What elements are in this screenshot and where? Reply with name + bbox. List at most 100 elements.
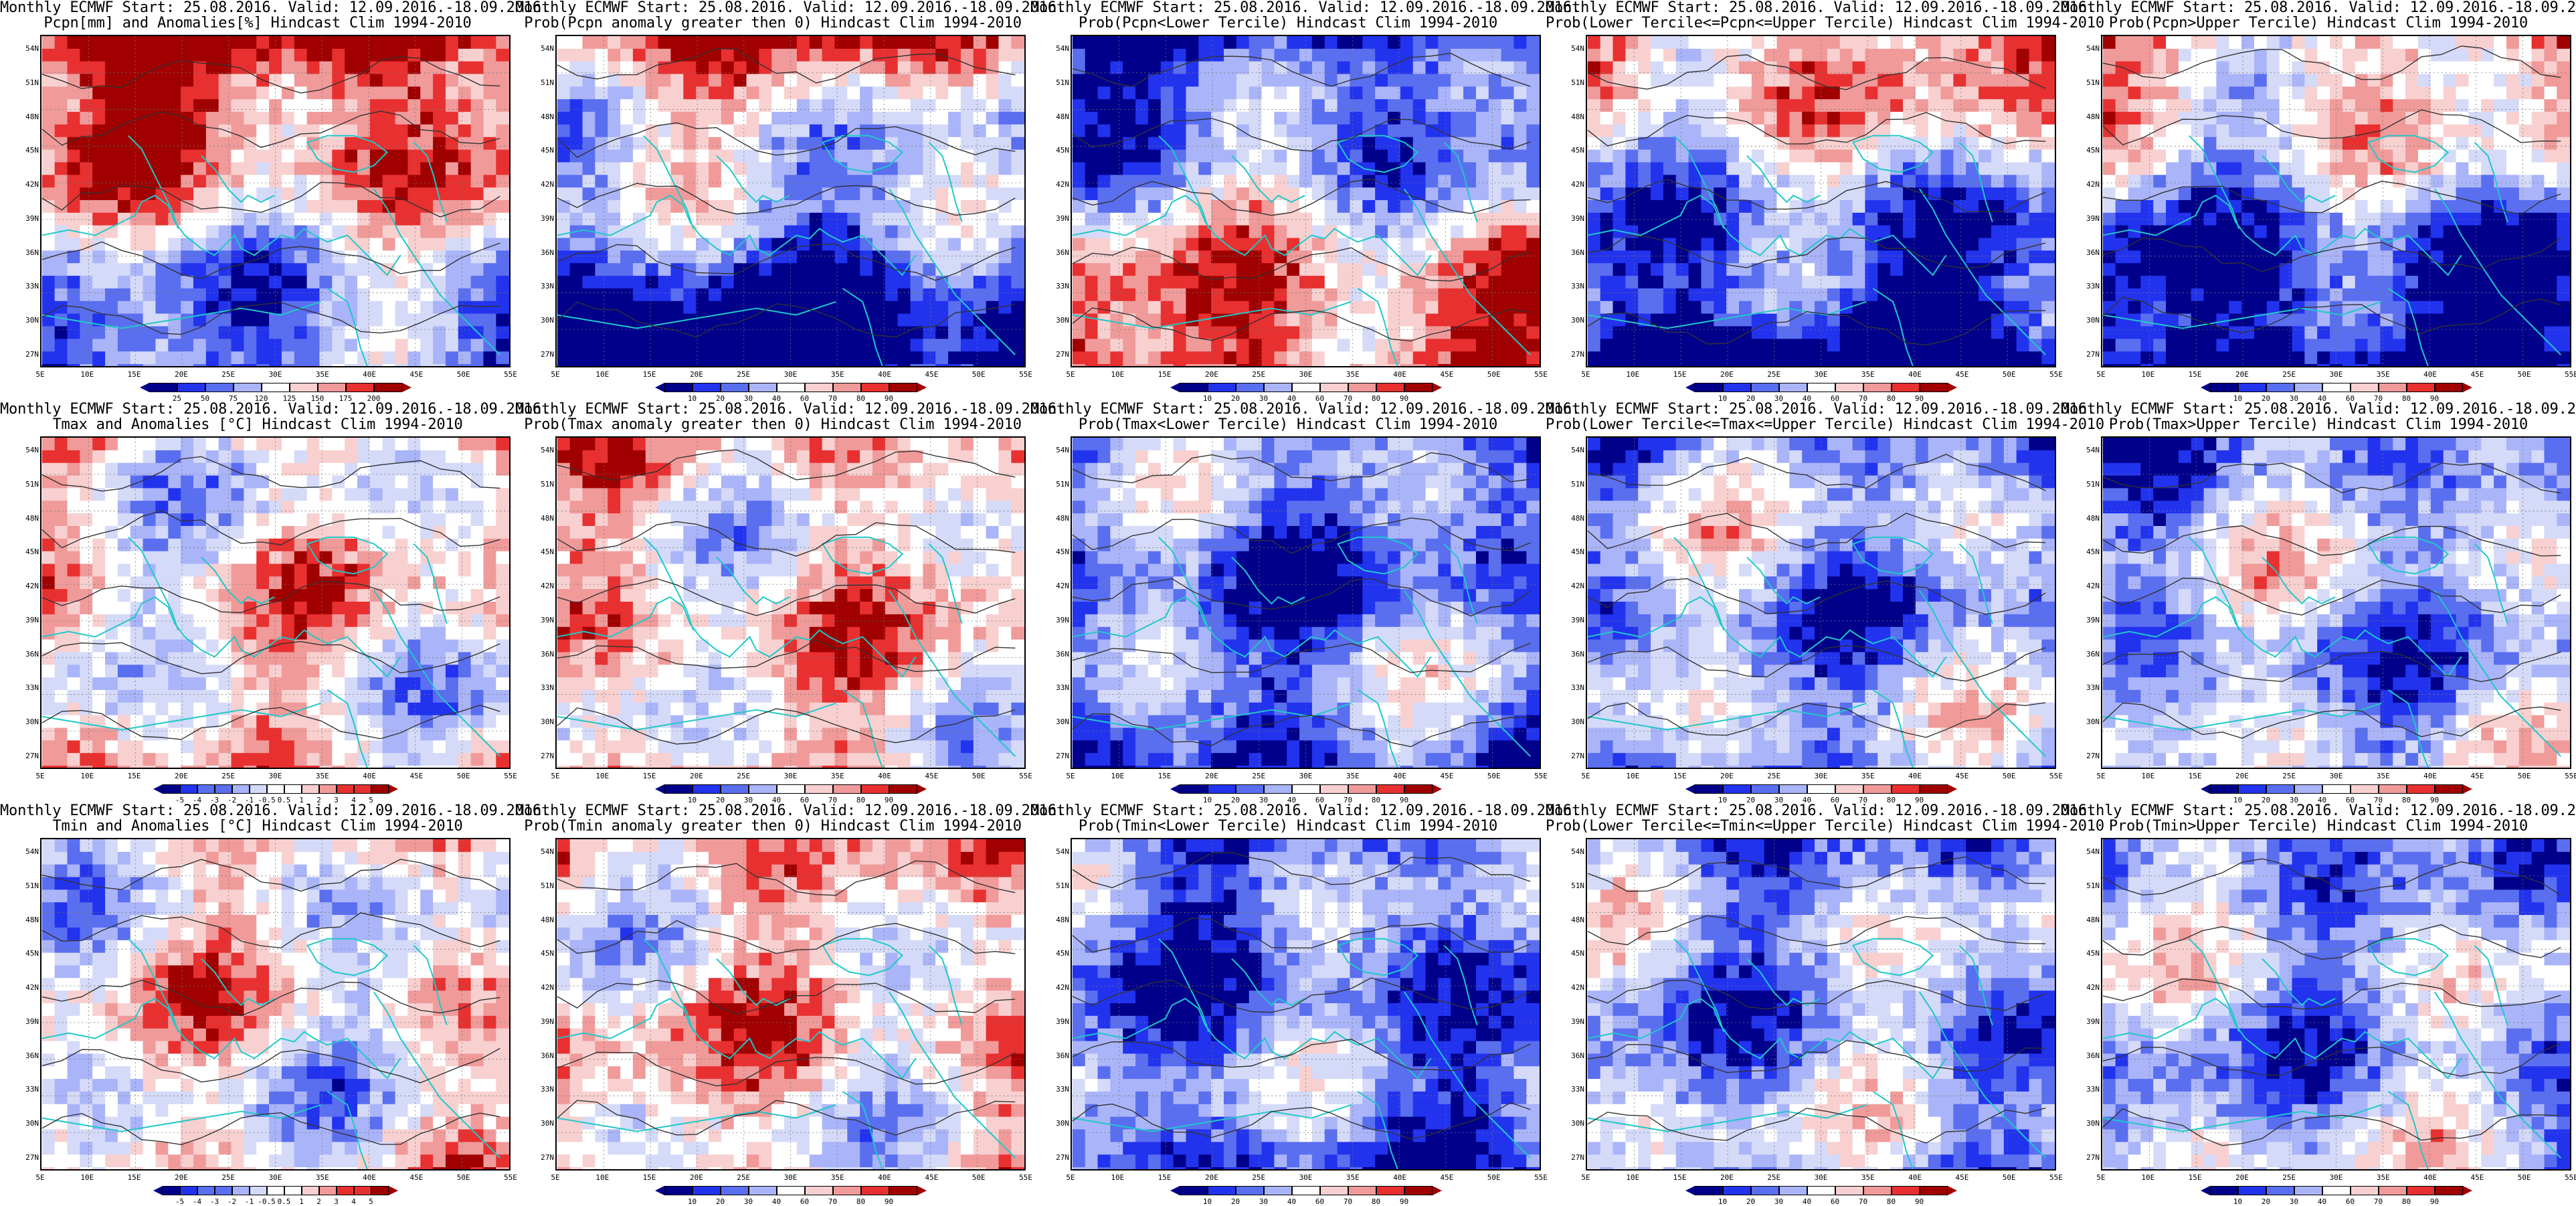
map-cell — [105, 62, 118, 75]
map-cell — [1299, 276, 1313, 289]
map-cell — [974, 36, 987, 50]
map-cell — [2166, 137, 2179, 151]
map-cell — [1588, 62, 1601, 75]
map-cell — [721, 351, 735, 365]
map-cell — [1148, 86, 1162, 100]
map-cell — [1463, 301, 1477, 315]
map-cell — [595, 86, 608, 100]
map-cell — [1299, 112, 1313, 125]
map-cell — [1966, 213, 1979, 226]
map-cell — [2380, 99, 2393, 112]
map-cell — [1815, 288, 1828, 302]
map-cell — [2280, 150, 2293, 163]
map-cell — [1526, 112, 1540, 125]
map-cell — [1426, 276, 1439, 289]
map-cell — [1663, 49, 1677, 62]
map-cell — [1098, 86, 1111, 100]
map-cell — [822, 250, 836, 264]
map-cell — [2418, 175, 2431, 188]
map-cell — [797, 36, 810, 50]
map-cell — [2481, 36, 2494, 50]
map-cell — [2029, 99, 2042, 112]
map-cell — [1400, 150, 1414, 163]
map-cell — [1262, 288, 1275, 302]
map-cell — [244, 276, 257, 289]
map-cell — [1890, 351, 1904, 365]
map-cell — [797, 250, 810, 264]
map-cell — [206, 364, 219, 366]
latitude-label: 27N — [21, 350, 39, 359]
map-cell — [2280, 112, 2293, 125]
map-cell — [1350, 326, 1363, 339]
map-cell — [2191, 112, 2205, 125]
map-cell — [771, 137, 785, 151]
map-cell — [420, 339, 434, 352]
map-cell — [974, 74, 987, 88]
map-cell — [2029, 314, 2042, 327]
map-cell — [1224, 150, 1237, 163]
map-cell — [1011, 314, 1024, 327]
map-cell — [130, 99, 144, 112]
map-cell — [282, 99, 295, 112]
map-cell — [683, 49, 697, 62]
map-cell — [557, 213, 571, 226]
map-cell — [670, 250, 684, 264]
map-cell — [1789, 175, 1803, 188]
map-cell — [1325, 74, 1338, 88]
map-cell — [1991, 351, 2005, 365]
map-cell — [1979, 364, 1992, 366]
map-cell — [1815, 49, 1828, 62]
map-cell — [1752, 86, 1765, 100]
map-cell — [923, 49, 936, 62]
map-cell — [496, 288, 509, 302]
map-cell — [1840, 288, 1853, 302]
map-cell — [345, 137, 358, 151]
map-cell — [2506, 137, 2520, 151]
map-cell — [2494, 99, 2507, 112]
map-cell — [256, 49, 270, 62]
map-cell — [986, 226, 1000, 239]
map-cell — [219, 36, 232, 50]
map-cell — [2494, 112, 2507, 125]
map-cell — [2342, 175, 2356, 188]
map-cell — [1073, 301, 1086, 315]
map-cell — [1426, 288, 1439, 302]
map-cell — [1726, 36, 1740, 50]
map-cell — [1085, 200, 1099, 213]
map-cell — [2004, 364, 2017, 366]
map-cell — [105, 351, 118, 365]
map-cell — [860, 137, 873, 151]
map-cell — [181, 150, 194, 163]
map-cell — [771, 49, 785, 62]
map-cell — [1426, 314, 1439, 327]
map-cell — [1426, 364, 1439, 366]
map-cell — [1476, 175, 1489, 188]
map-cell — [2304, 162, 2318, 175]
map-cell — [974, 124, 987, 138]
map-cell — [1676, 339, 1689, 352]
map-cell — [1400, 226, 1414, 239]
map-cell — [2103, 36, 2116, 50]
map-cell — [370, 112, 383, 125]
map-cell — [1262, 162, 1275, 175]
colorbar-tip — [1685, 383, 1695, 392]
map-cell — [1350, 364, 1363, 366]
map-cell — [1714, 339, 1727, 352]
map-cell — [1438, 314, 1451, 327]
map-cell — [1476, 74, 1489, 88]
map-cell — [1600, 326, 1614, 339]
map-cell — [2342, 99, 2356, 112]
map-cell — [998, 86, 1012, 100]
map-cell — [1714, 175, 1727, 188]
map-cell — [1325, 326, 1338, 339]
map-cell — [2544, 99, 2557, 112]
map-cell — [1299, 187, 1313, 201]
map-cell — [471, 150, 484, 163]
map-cell — [1110, 187, 1123, 201]
map-cell — [961, 226, 974, 239]
map-cell — [872, 112, 886, 125]
longitude-label: 5E — [1057, 370, 1084, 379]
map-cell — [1249, 187, 1263, 201]
map-cell — [232, 175, 245, 188]
map-cell — [1928, 36, 1942, 50]
